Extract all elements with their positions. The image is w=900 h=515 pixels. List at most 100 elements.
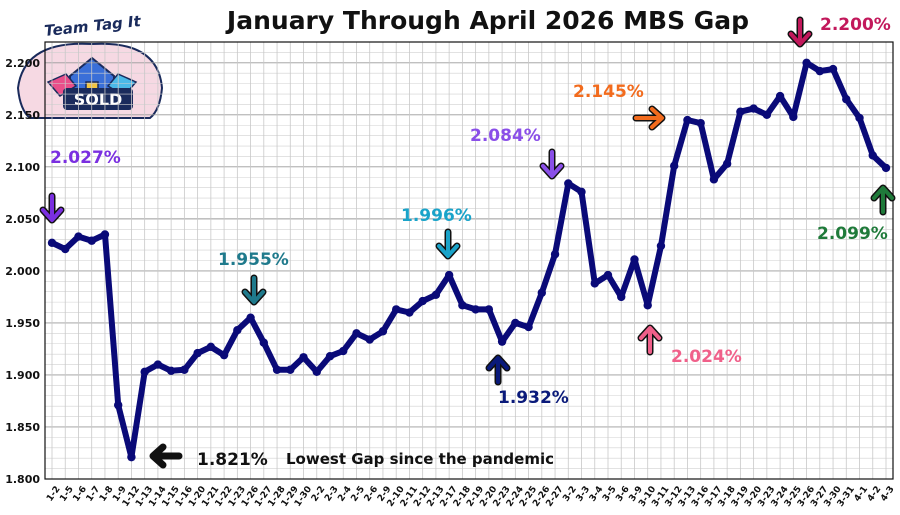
data-point <box>100 230 110 239</box>
annotation: 2.027% <box>39 148 121 224</box>
y-tick-label: 2.000 <box>5 265 40 278</box>
annotation-label: 2.200% <box>820 15 891 35</box>
data-point <box>564 179 573 188</box>
data-point <box>749 104 758 113</box>
annotation-label: 2.099% <box>817 224 888 244</box>
annotation-arrow-icon <box>243 276 265 304</box>
y-tick-label: 1.950 <box>5 317 40 330</box>
x-tick-label: 4-3 <box>879 485 897 504</box>
data-point <box>497 337 507 346</box>
data-point <box>484 305 494 314</box>
data-point <box>405 308 414 317</box>
data-point <box>789 112 798 122</box>
data-point <box>391 305 401 314</box>
data-point <box>471 305 480 314</box>
handshake-left-icon <box>46 73 78 97</box>
y-tick-label: 1.900 <box>5 369 40 382</box>
annotation: 2.099% <box>817 184 896 244</box>
annotation-arrow-icon <box>541 150 563 178</box>
x-axis-ticks: 1-21-51-61-71-81-91-121-131-141-151-161-… <box>45 485 897 509</box>
data-point <box>339 346 348 356</box>
annotation-label: 2.145% <box>573 82 644 102</box>
data-point <box>352 329 361 338</box>
data-point <box>312 367 321 377</box>
annotations: 2.027% 1.821% 1.955% 1.996% 1.932% 2.084% 2.02… <box>39 15 896 470</box>
data-point <box>418 296 427 306</box>
data-point <box>444 270 454 280</box>
y-axis-ticks: 1.800 1.850 1.900 1.950 2.000 2.050 2.100 2.150… <box>5 57 40 486</box>
data-point <box>842 95 851 104</box>
sold-text: SOLD <box>74 90 123 109</box>
annotation-label: 2.027% <box>50 148 121 168</box>
chart-title: January Through April 2026 MBS Gap <box>225 6 749 35</box>
plot-frame <box>44 41 894 480</box>
data-points <box>47 58 891 462</box>
data-point <box>524 322 533 332</box>
data-point <box>272 365 282 374</box>
data-point <box>802 58 811 68</box>
series-line <box>49 59 889 461</box>
y-tick-label: 1.800 <box>5 473 40 486</box>
data-point <box>74 232 83 241</box>
data-point <box>365 335 374 344</box>
data-point <box>180 365 189 374</box>
annotation-label: 2.084% <box>470 126 541 146</box>
data-point <box>233 326 242 335</box>
annotation: 2.084% <box>470 126 565 180</box>
annotation: 1.996% <box>401 206 472 260</box>
data-point <box>775 91 785 101</box>
data-point <box>286 365 295 374</box>
data-point <box>630 255 639 264</box>
data-point <box>855 113 864 123</box>
data-point <box>193 348 202 358</box>
data-point <box>815 66 825 76</box>
data-point <box>113 400 123 410</box>
gridlines <box>45 41 893 480</box>
data-point <box>603 270 613 280</box>
data-point <box>511 318 520 328</box>
y-tick-label: 2.150 <box>5 109 40 122</box>
annotation-arrow-icon <box>487 356 509 384</box>
data-point <box>617 292 626 302</box>
y-tick-label: 2.200 <box>5 57 40 70</box>
data-point <box>378 327 388 336</box>
annotation-label: 1.955% <box>218 250 289 270</box>
data-point <box>537 288 547 297</box>
data-point <box>656 241 666 251</box>
data-point <box>696 118 705 128</box>
data-point <box>325 352 335 361</box>
y-tick-label: 1.850 <box>5 421 40 434</box>
data-point <box>762 110 772 120</box>
data-point <box>722 159 732 168</box>
data-point <box>550 250 560 259</box>
data-point <box>868 151 877 160</box>
data-point <box>153 360 163 369</box>
data-point <box>643 301 652 310</box>
data-point <box>206 342 216 352</box>
data-point <box>140 367 149 377</box>
y-tick-label: 2.100 <box>5 161 40 174</box>
logo-text: Team Tag It <box>43 12 142 40</box>
annotation-label: 1.821% <box>197 450 268 470</box>
data-point <box>246 313 255 322</box>
annotation-label: 1.996% <box>401 206 472 226</box>
annotation-arrow-icon <box>789 18 811 46</box>
data-point <box>127 452 136 462</box>
data-point <box>61 244 70 254</box>
annotation-label: 1.932% <box>498 388 569 408</box>
data-point <box>259 338 269 347</box>
data-point <box>828 64 838 74</box>
data-point <box>47 238 57 248</box>
annotation: 2.024% <box>637 324 742 367</box>
annotation: 1.932% <box>485 354 569 408</box>
data-point <box>87 236 96 245</box>
annotation-arrow-icon <box>872 186 894 214</box>
annotation-arrow-icon <box>41 194 63 222</box>
annotation: 1.821% <box>149 443 268 470</box>
annotation-label: 2.024% <box>671 347 742 367</box>
data-point <box>219 350 229 360</box>
data-point <box>683 115 692 125</box>
data-point <box>577 187 586 197</box>
data-point <box>166 366 176 375</box>
